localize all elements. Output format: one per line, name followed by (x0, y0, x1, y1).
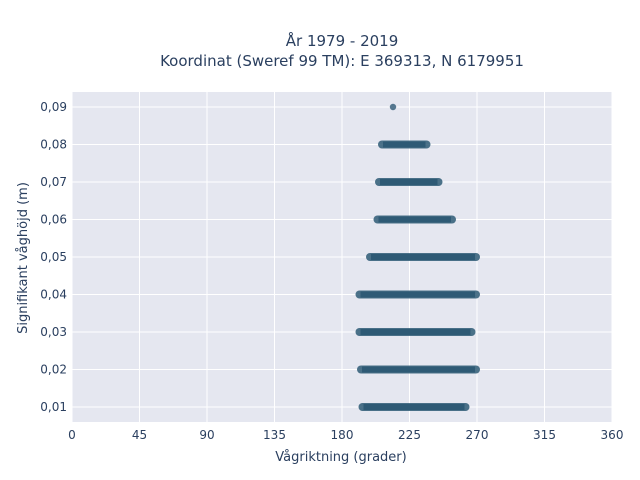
y-tick-label: 0,05 (40, 250, 67, 264)
y-tick-label: 0,02 (40, 363, 67, 377)
y-tick-label: 0,03 (40, 325, 67, 339)
x-tick-label: 135 (263, 428, 286, 442)
scatter-band-core (380, 179, 438, 185)
x-tick-label: 360 (601, 428, 624, 442)
x-tick-label: 315 (533, 428, 556, 442)
scatter-band-core (378, 216, 451, 223)
grid (71, 92, 613, 422)
chart-subtitle: Koordinat (Sweref 99 TM): E 369313, N 61… (160, 52, 524, 70)
x-tick-label: 45 (132, 428, 147, 442)
y-tick-label: 0,07 (40, 175, 67, 189)
x-tick-label: 270 (466, 428, 489, 442)
y-axis-title: Signifikant våghöjd (m) (16, 182, 31, 334)
y-tick-label: 0,01 (40, 400, 67, 414)
scatter-band-core (371, 254, 475, 260)
scatter-band-core (360, 329, 471, 335)
x-tick-label: 180 (331, 428, 354, 442)
scatter-band-core (360, 291, 475, 298)
y-axis-ticks: 0,01 0,02 0,03 0,04 0,05 0,06 0,07 0,08 0,09 (40, 100, 67, 414)
scatter-band-core (362, 366, 475, 373)
y-tick-label: 0,09 (40, 100, 67, 114)
y-tick-label: 0,06 (40, 213, 67, 227)
y-tick-label: 0,04 (40, 288, 67, 302)
x-tick-label: 0 (68, 428, 76, 442)
x-axis-title: Vågriktning (grader) (275, 450, 406, 465)
x-axis-ticks: 0 45 90 135 180 225 270 315 360 (68, 428, 623, 442)
x-tick-label: 225 (398, 428, 421, 442)
chart-title: År 1979 - 2019 (286, 31, 399, 50)
scatter-point (389, 103, 397, 111)
x-tick-label: 90 (199, 428, 214, 442)
y-tick-label: 0,08 (40, 138, 67, 152)
scatter-band-core (383, 141, 426, 148)
data-marks (355, 103, 480, 411)
scatter-band-core (363, 404, 465, 410)
